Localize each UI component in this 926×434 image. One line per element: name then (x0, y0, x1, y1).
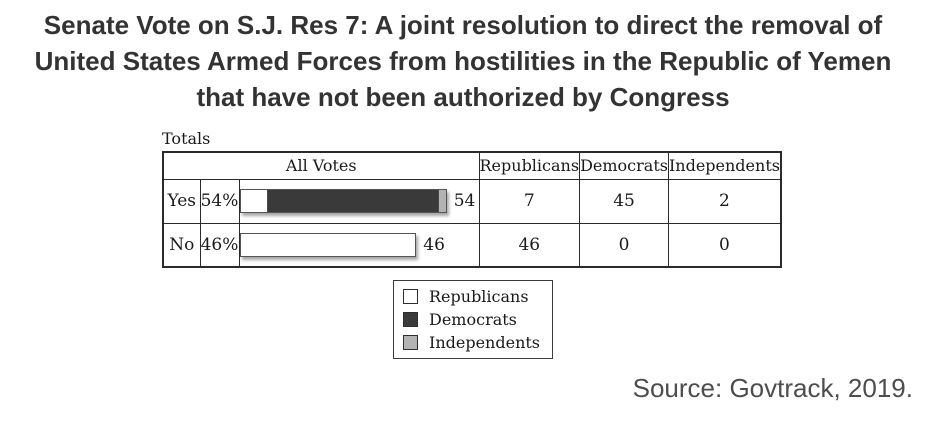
independents-swatch-icon (403, 335, 418, 350)
header-republicans: Republicans (478, 151, 581, 180)
bar-cell-no: 46 (238, 222, 480, 268)
table-row-yes: Yes 54% 54 7 45 2 (162, 178, 782, 224)
source-note: Source: Govtrack, 2019. (632, 373, 913, 403)
percent-no: 46% (199, 222, 240, 268)
cell-no-democrats: 0 (579, 222, 669, 268)
header-all-votes: All Votes (162, 151, 480, 180)
vote-table: All Votes Republicans Democrats Independ… (162, 151, 782, 268)
cell-no-republicans: 46 (478, 222, 581, 268)
bar-segment-independents (438, 190, 446, 212)
legend-label-republicans: Republicans (429, 287, 529, 306)
republicans-swatch-icon (403, 289, 418, 304)
bar-cell-yes: 54 (238, 178, 480, 224)
stacked-bar-no (239, 232, 417, 257)
page-title: Senate Vote on S.J. Res 7: A joint resol… (0, 7, 926, 115)
legend-item-independents: Independents (403, 333, 540, 352)
legend-label-democrats: Democrats (429, 310, 517, 329)
percent-yes: 54% (199, 178, 240, 224)
header-democrats: Democrats (579, 151, 669, 180)
stacked-bar-yes (239, 189, 447, 213)
totals-label: Totals (162, 129, 211, 148)
legend: Republicans Democrats Independents (393, 280, 554, 359)
cell-yes-democrats: 45 (579, 178, 669, 224)
bar-value-yes: 54 (453, 191, 476, 211)
democrats-swatch-icon (403, 312, 418, 327)
title-line-2: United States Armed Forces from hostilit… (34, 46, 892, 76)
bar-wrap-no: 46 (239, 232, 479, 257)
bar-segment-democrats (267, 190, 439, 212)
bar-value-no: 46 (423, 234, 445, 255)
row-label-no: No (162, 222, 201, 268)
row-label-yes: Yes (162, 178, 201, 224)
bar-segment-republicans (240, 233, 416, 256)
legend-item-republicans: Republicans (403, 287, 540, 306)
table-header-row: All Votes Republicans Democrats Independ… (162, 151, 782, 180)
cell-no-independents: 0 (667, 222, 782, 268)
title-line-1: Senate Vote on S.J. Res 7: A joint resol… (43, 10, 883, 40)
title-line-3: that have not been authorized by Congres… (196, 82, 730, 112)
legend-item-democrats: Democrats (403, 310, 540, 329)
table-row-no: No 46% 46 46 0 0 (162, 222, 782, 268)
bar-segment-republicans (240, 190, 268, 212)
cell-yes-republicans: 7 (478, 178, 581, 224)
bar-wrap-yes: 54 (239, 189, 479, 213)
cell-yes-independents: 2 (667, 178, 782, 224)
legend-label-independents: Independents (429, 333, 541, 352)
header-independents: Independents (667, 151, 782, 180)
